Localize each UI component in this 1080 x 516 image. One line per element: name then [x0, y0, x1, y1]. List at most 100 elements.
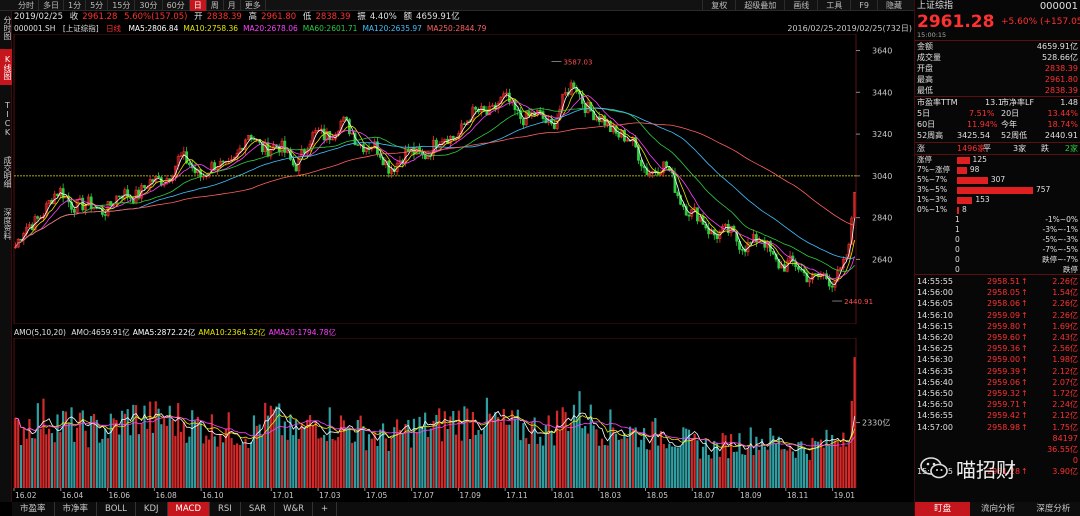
- side-tab[interactable]: 深度资料: [3, 208, 12, 240]
- tick-direction: ↑: [1021, 344, 1028, 354]
- period-tab[interactable]: 月: [224, 0, 241, 11]
- amount-bar: [693, 433, 696, 488]
- period-tab[interactable]: 15分: [108, 0, 136, 11]
- indicator-tab[interactable]: BOLL: [97, 502, 136, 516]
- candle-body: [311, 132, 315, 145]
- period-tab[interactable]: 1分: [64, 0, 87, 11]
- amount-bar: [825, 429, 828, 488]
- amo-value: AMA5:2872.22亿: [132, 328, 196, 337]
- annotation-label: 3587.03: [563, 59, 592, 67]
- side-tab[interactable]: TICK: [3, 101, 12, 137]
- candle-body: [218, 160, 222, 168]
- side-tab[interactable]: 成交明细: [3, 156, 12, 188]
- candle-body: [808, 279, 812, 283]
- indicator-tab[interactable]: W&R: [275, 502, 314, 516]
- y-tick-label: 3240: [872, 130, 892, 139]
- amount-bar: [463, 406, 466, 488]
- candle-body: [637, 146, 640, 161]
- candle-body: [249, 135, 253, 140]
- candle-body: [561, 93, 565, 110]
- amount-bar: [668, 443, 671, 488]
- amount-bar: [791, 451, 794, 488]
- amount-bar: [592, 425, 595, 488]
- amount-bar: [67, 422, 70, 488]
- tick-time: 14:56:10: [917, 310, 953, 320]
- toolbar-button[interactable]: F9: [850, 0, 877, 11]
- security-name: [上证综指]: [62, 24, 99, 33]
- candle-body: [42, 215, 45, 219]
- amount-bar: [261, 435, 264, 488]
- candle-body: [811, 273, 814, 280]
- amount-bar: [497, 417, 500, 488]
- toolbar-button[interactable]: 画线: [784, 0, 817, 11]
- amount-bar: [805, 453, 808, 488]
- volume-frame: [13, 338, 857, 488]
- amplitude-value: 4.40%: [369, 12, 397, 22]
- indicator-tab[interactable]: MACD: [167, 502, 210, 516]
- toolbar-button[interactable]: 超级叠加: [735, 0, 784, 11]
- period-tab[interactable]: 60分: [163, 0, 190, 11]
- toolbar-button[interactable]: 隐藏: [877, 0, 910, 11]
- tick-volume: 2.26亿: [1052, 277, 1078, 286]
- amount-bar: [533, 417, 536, 488]
- amount-bar: [219, 434, 222, 488]
- ma-legend: 000001.SH [上证综指] 日线 MA5:2806.84 MA10:2758…: [14, 24, 914, 34]
- candlestick-chart[interactable]: 3640 3440 3240 3040 2840 2640 3587.03 2440.91: [12, 34, 914, 324]
- amount-bar: [84, 430, 87, 488]
- amount-bar: [780, 449, 783, 488]
- amount-bar: [558, 429, 561, 488]
- indicator-tab[interactable]: 市净率: [55, 502, 98, 516]
- ma-line-ma10: [15, 90, 855, 281]
- period-tab[interactable]: 周: [207, 0, 224, 11]
- candle-body: [356, 144, 360, 146]
- panel-tab[interactable]: 深度分析: [1036, 504, 1071, 514]
- indicator-tab[interactable]: SAR: [241, 502, 276, 516]
- open-label: 开: [194, 12, 203, 22]
- amo-items: AMO:4659.91亿 AMA5:2872.22亿 AMA10:2364.32亿 A…: [71, 328, 339, 337]
- indicator-tab[interactable]: KDJ: [136, 502, 168, 516]
- distribution-label: -5%~-3%: [1042, 235, 1079, 244]
- amount-bar: [603, 445, 606, 488]
- amount-bar: [356, 419, 359, 488]
- side-tab[interactable]: K线图: [0, 49, 12, 85]
- flat-label: 平: [983, 144, 991, 153]
- panel-tab[interactable]: 盯盘: [915, 502, 971, 516]
- period-tab[interactable]: 日: [189, 0, 207, 11]
- amount-bar: [620, 438, 623, 488]
- tick-row: 14:56:30 2959.00 ↑ 1.98亿: [917, 354, 1078, 365]
- indicator-tab[interactable]: RSI: [210, 502, 241, 516]
- add-indicator-button[interactable]: +: [313, 502, 338, 516]
- distribution-row-up: 1%~3% 153: [917, 195, 1078, 205]
- x-tick-label: 18.07: [693, 491, 715, 500]
- toolbar-button[interactable]: 工具: [817, 0, 850, 11]
- period-tab[interactable]: 多日: [39, 0, 64, 11]
- panel-tab[interactable]: 流向分析: [980, 504, 1015, 514]
- indicator-tab[interactable]: 市盈率: [12, 502, 55, 516]
- amount-bar: [412, 418, 416, 488]
- toolbar-button[interactable]: 复权: [702, 0, 735, 11]
- candle-body: [64, 196, 68, 199]
- period-tab[interactable]: 更多: [241, 0, 266, 11]
- candle-body: [364, 147, 368, 153]
- amount-bar: [370, 438, 373, 488]
- distribution-label: -1%~0%: [1045, 215, 1078, 224]
- candle-body: [325, 131, 329, 141]
- tick-row: 14:56:40 2959.06 ↑ 2.07亿: [917, 377, 1078, 388]
- period-tab[interactable]: 分时: [14, 0, 39, 11]
- distribution-row-down: 0 跌停: [917, 265, 1078, 275]
- amount-bar: [70, 407, 73, 488]
- candle-body: [165, 178, 169, 184]
- x-tick-label: 18.11: [787, 491, 809, 500]
- amount-bar: [118, 434, 121, 488]
- side-tab[interactable]: 分时图: [3, 16, 12, 40]
- amount-chart[interactable]: 2330亿: [12, 338, 914, 488]
- candle-body: [129, 196, 132, 199]
- period-tab[interactable]: 30分: [135, 0, 163, 11]
- period-tab[interactable]: 5分: [86, 0, 109, 11]
- x-tick-label: 16.10: [202, 491, 224, 500]
- d60-value: 11.94%: [967, 120, 998, 129]
- amount-bar: [536, 443, 539, 488]
- quote-field-label: 成交量: [917, 53, 941, 62]
- amount-bar: [199, 422, 202, 488]
- amount-bar: [836, 440, 839, 488]
